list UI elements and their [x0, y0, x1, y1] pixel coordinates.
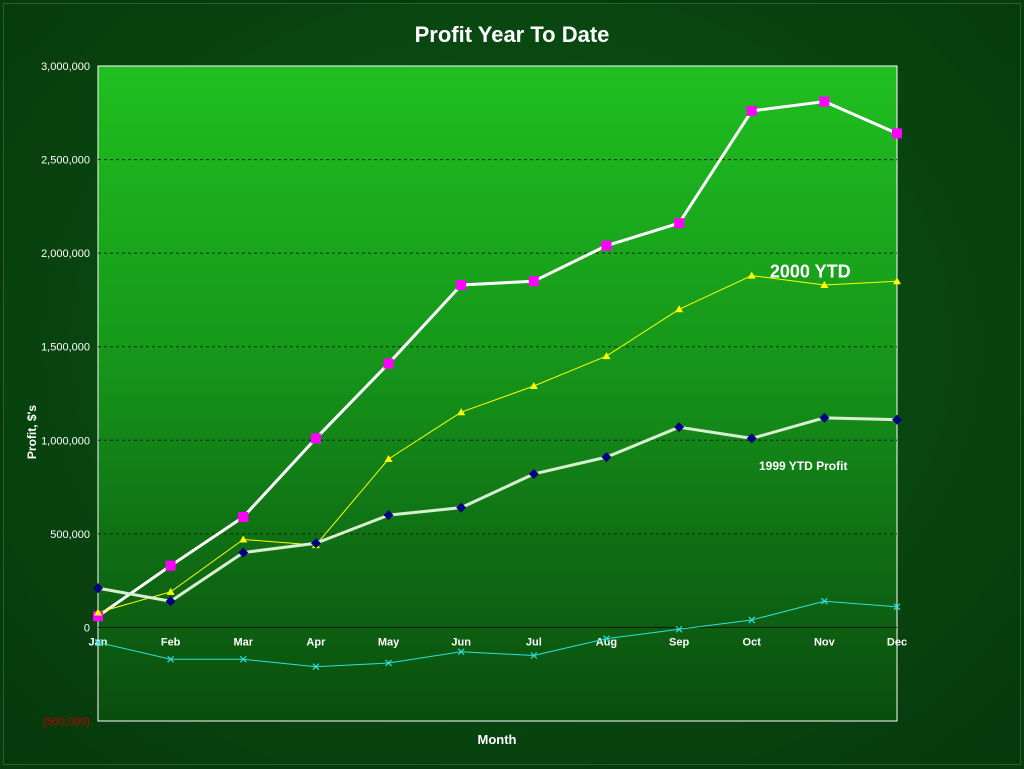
- series-3-point: [819, 412, 830, 423]
- annotation-label: 2000 YTD: [770, 261, 851, 281]
- x-tick-label: Sep: [669, 636, 689, 648]
- y-tick-label: 500,000: [50, 529, 90, 541]
- y-tick-label: 2,000,000: [41, 248, 90, 260]
- series-1-point: [310, 433, 321, 444]
- series-3-point: [601, 452, 612, 463]
- series-4-point: [312, 663, 320, 671]
- series-4-point: [603, 635, 610, 643]
- series-4-line: [97, 600, 898, 668]
- series-2-point: [893, 277, 901, 285]
- y-tick-label: 3,000,000: [41, 61, 90, 73]
- series-3-point: [383, 510, 394, 521]
- series-2-point: [457, 408, 466, 416]
- series-1-point: [892, 128, 902, 139]
- series-3-point: [892, 414, 902, 425]
- series-2-point: [166, 587, 175, 595]
- series-2-point: [602, 352, 611, 360]
- plot-area: [97, 65, 898, 722]
- x-tick-label: Jun: [451, 636, 471, 648]
- x-axis-label: Month: [478, 732, 517, 747]
- series-4-point: [239, 655, 247, 663]
- series-1-point: [528, 276, 539, 287]
- series-1-point: [819, 96, 830, 107]
- series-2-point: [675, 305, 684, 313]
- series-1-point: [238, 512, 249, 523]
- y-tick-label: 1,500,000: [41, 342, 90, 354]
- series-1-point: [93, 611, 103, 622]
- series-2-point: [747, 271, 756, 279]
- series-2-point: [384, 455, 393, 462]
- series-4-point: [675, 625, 683, 633]
- series-3-point: [528, 468, 539, 479]
- chart-frame: 3,000,000 2,500,000 2,000,000 1,500,000 1,00…: [3, 3, 1021, 765]
- x-tick-label: Mar: [233, 636, 253, 648]
- x-tick-label: Dec: [887, 636, 907, 648]
- x-tick-label: Jul: [526, 636, 542, 648]
- series-4-point: [530, 652, 538, 659]
- series-4-point: [167, 655, 175, 663]
- series-4-point: [457, 648, 465, 656]
- series-1-point: [746, 105, 757, 116]
- annotation-label: 1999 YTD Profit: [759, 459, 847, 473]
- profit-chart: 3,000,000 2,500,000 2,000,000 1,500,000 1,00…: [25, 22, 907, 747]
- series-3-point: [238, 547, 249, 558]
- x-tick-label: Nov: [814, 636, 836, 648]
- series-3-point: [456, 502, 467, 513]
- series-3-point: [93, 583, 103, 594]
- series-2-point: [820, 280, 829, 288]
- series-4-point: [385, 659, 392, 667]
- series-1-line: [97, 100, 898, 618]
- series-3-point: [310, 538, 321, 549]
- y-tick-label: 0: [84, 622, 90, 634]
- series-1-point: [383, 358, 394, 369]
- series-2-line: [97, 275, 898, 613]
- series-1-point: [674, 218, 685, 229]
- series-2-point: [529, 382, 538, 390]
- y-tick-label: (500,000): [43, 716, 90, 728]
- x-tick-label: Oct: [743, 636, 762, 648]
- series-4-point: [94, 638, 102, 646]
- chart-title: Profit Year To Date: [415, 22, 610, 47]
- series-4-point: [748, 616, 756, 624]
- series-3-point: [746, 433, 757, 444]
- series-1-point: [456, 279, 467, 290]
- y-axis-label: Profit, $'s: [25, 405, 39, 460]
- x-tick-label: Apr: [306, 636, 326, 648]
- y-tick-label: 1,000,000: [41, 435, 90, 447]
- series-3-line: [97, 416, 898, 603]
- x-tick-label: May: [378, 636, 400, 648]
- series-2-point: [94, 608, 102, 616]
- series-2-point: [239, 535, 248, 543]
- series-1-point: [601, 240, 612, 251]
- series-4-point: [820, 597, 828, 605]
- y-tick-label: 2,500,000: [41, 155, 90, 167]
- series-3-point: [674, 422, 685, 433]
- series-3-point: [165, 596, 176, 607]
- series-1-point: [165, 560, 176, 571]
- series-4-point: [893, 603, 901, 611]
- x-tick-label: Feb: [161, 636, 181, 648]
